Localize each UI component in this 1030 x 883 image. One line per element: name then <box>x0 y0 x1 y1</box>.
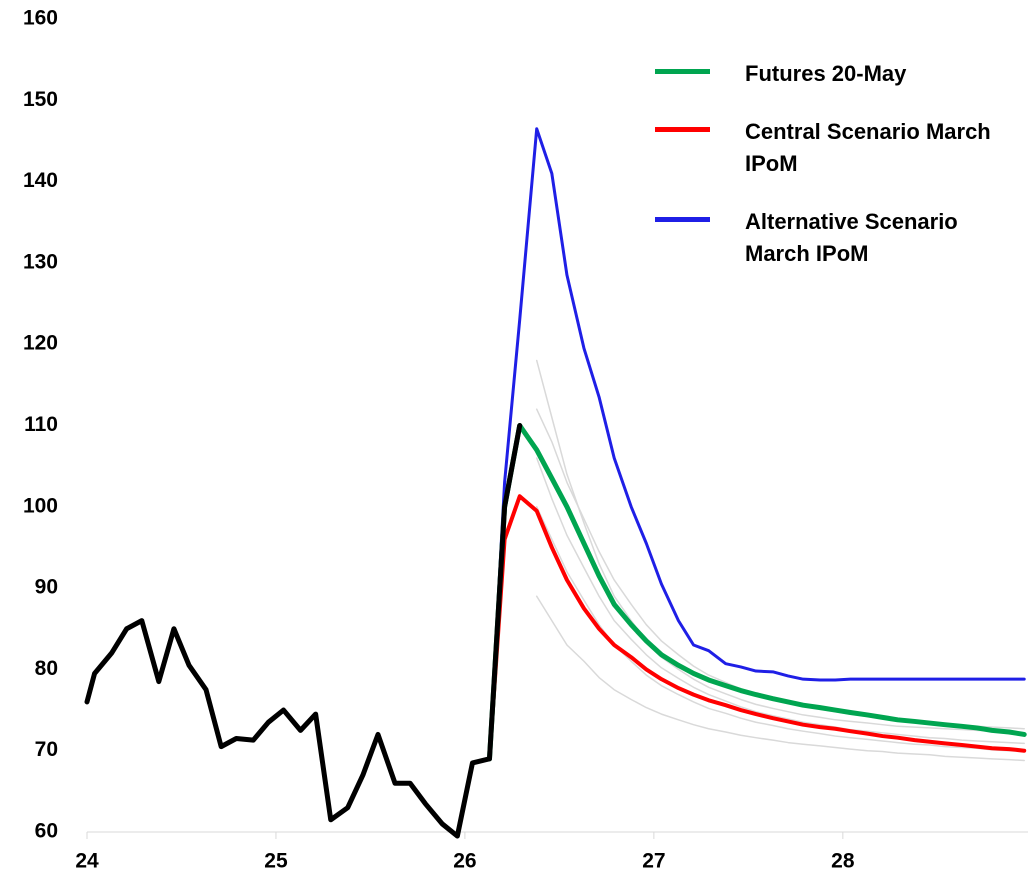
y-tick-label: 60 <box>35 820 58 843</box>
legend: Futures 20-May Central Scenario March IPo… <box>655 58 1025 296</box>
x-tick-label: 27 <box>642 850 665 873</box>
y-tick-label: 70 <box>35 738 58 761</box>
x-tick-label: 26 <box>453 850 476 873</box>
legend-entry: Futures 20-May <box>655 58 1025 90</box>
series-line <box>535 359 1025 734</box>
series-line <box>84 423 523 839</box>
x-tick-label: 24 <box>75 850 99 873</box>
legend-swatch <box>655 69 710 74</box>
legend-entry: Alternative Scenario March IPoM <box>655 206 1025 270</box>
series-line <box>486 423 1027 762</box>
y-tick-label: 90 <box>35 576 58 599</box>
legend-label: Alternative Scenario March IPoM <box>745 209 958 266</box>
y-tick-label: 80 <box>35 657 58 680</box>
legend-entry: Central Scenario March IPoM <box>655 116 1025 180</box>
y-tick-label: 160 <box>23 7 58 30</box>
x-tick-label: 28 <box>831 850 855 873</box>
legend-label: Futures 20-May <box>745 61 907 86</box>
legend-label: Central Scenario March IPoM <box>745 119 991 176</box>
series-line <box>535 408 1025 730</box>
series-line <box>487 494 1027 761</box>
y-tick-label: 120 <box>23 332 58 355</box>
series-line <box>535 457 1025 745</box>
y-tick-label: 100 <box>23 494 58 517</box>
legend-swatch <box>655 217 710 222</box>
y-tick-label: 130 <box>23 250 58 273</box>
series-line <box>487 127 1026 761</box>
y-tick-label: 140 <box>23 169 58 192</box>
x-tick-label: 25 <box>264 850 288 873</box>
y-tick-label: 150 <box>23 88 58 111</box>
series-line <box>535 595 1025 762</box>
y-tick-label: 110 <box>24 413 58 436</box>
legend-swatch <box>655 127 710 132</box>
series-line <box>535 506 1025 753</box>
